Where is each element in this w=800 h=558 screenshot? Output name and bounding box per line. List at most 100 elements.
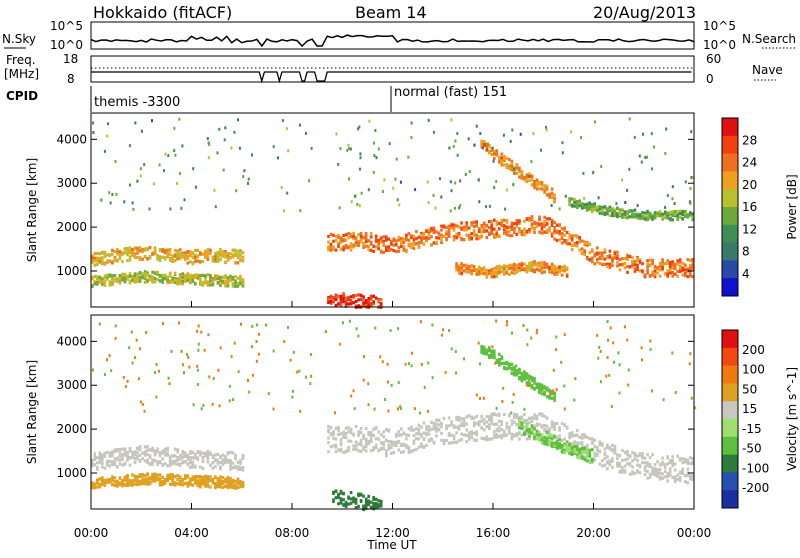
data-cell [505, 421, 509, 425]
data-cell [621, 178, 624, 182]
data-cell [455, 268, 458, 272]
data-cell [490, 268, 494, 272]
data-cell [472, 431, 476, 435]
data-cell [334, 445, 338, 449]
data-cell [118, 447, 122, 452]
data-cell [653, 470, 657, 474]
data-cell [580, 433, 584, 437]
data-cell [408, 362, 410, 366]
data-cell [374, 326, 377, 330]
data-cell [668, 470, 672, 474]
data-cell [178, 480, 182, 484]
data-cell [173, 475, 177, 479]
data-cell [646, 263, 649, 267]
data-cell [168, 258, 172, 262]
data-cell [176, 477, 179, 482]
data-cell [550, 433, 554, 437]
data-cell [545, 186, 549, 190]
data-cell [691, 258, 695, 262]
data-cell [442, 438, 446, 443]
data-cell [397, 433, 401, 437]
data-cell [543, 391, 546, 395]
data-cell [359, 240, 363, 244]
data-cell [485, 224, 489, 228]
data-cell [91, 460, 94, 464]
data-cell [538, 264, 541, 268]
data-cell [646, 214, 649, 218]
data-cell [573, 448, 576, 452]
data-cell [201, 459, 205, 463]
data-cell [101, 282, 104, 286]
data-cell [158, 452, 162, 456]
data-cell [666, 462, 669, 466]
velocity-colorbar-frame [721, 329, 739, 509]
data-cell [603, 248, 607, 253]
data-cell [410, 236, 413, 240]
data-cell [530, 268, 534, 272]
data-cell [166, 248, 169, 252]
data-cell [658, 475, 662, 479]
data-cell [128, 483, 132, 487]
data-cell [548, 436, 551, 440]
data-cell [520, 264, 524, 268]
data-cell [387, 440, 391, 444]
data-cell [626, 449, 629, 454]
data-cell [515, 163, 519, 167]
data-cell [450, 347, 453, 351]
data-cell [671, 210, 674, 214]
data-cell [96, 263, 99, 267]
data-cell [540, 265, 544, 270]
data-cell [666, 471, 669, 475]
data-cell [475, 430, 478, 434]
colorbar-tick-label: 15 [742, 402, 757, 416]
data-cell [448, 146, 451, 150]
data-cell [103, 466, 107, 470]
data-cell [161, 280, 164, 284]
data-cell [467, 226, 471, 230]
data-cell [490, 355, 494, 359]
data-cell [545, 230, 549, 234]
power-data [91, 117, 695, 309]
data-cell [628, 472, 632, 476]
data-cell [519, 132, 522, 136]
data-cell [116, 456, 119, 460]
data-cell [530, 377, 534, 381]
data-cell [369, 297, 373, 301]
data-cell [472, 416, 476, 420]
data-cell [460, 417, 463, 421]
data-cell [498, 268, 501, 272]
data-cell [339, 442, 343, 447]
data-cell [382, 239, 385, 244]
data-cell [493, 422, 496, 426]
data-cell [216, 484, 220, 489]
data-cell [505, 165, 509, 169]
data-cell [184, 257, 187, 261]
data-cell [173, 254, 177, 258]
data-cell [180, 349, 183, 353]
data-cell [412, 428, 416, 432]
data-cell [106, 134, 109, 138]
data-cell [528, 427, 531, 432]
data-cell [495, 232, 499, 236]
data-cell [161, 278, 164, 282]
data-cell [395, 243, 398, 247]
data-cell [458, 206, 461, 210]
data-cell [661, 476, 664, 480]
data-cell [139, 167, 142, 171]
data-cell [513, 222, 516, 226]
data-cell [226, 481, 230, 485]
data-cell [196, 475, 200, 479]
data-cell [686, 481, 690, 485]
data-cell [636, 257, 639, 261]
data-cell [272, 349, 275, 353]
data-cell [575, 433, 579, 437]
data-cell [686, 275, 690, 279]
data-cell [505, 426, 509, 430]
data-cell [510, 266, 514, 270]
data-cell [467, 270, 471, 274]
data-cell [437, 232, 441, 236]
data-cell [91, 276, 94, 280]
data-cell [324, 330, 327, 334]
data-cell [452, 235, 456, 239]
data-cell [136, 272, 139, 276]
